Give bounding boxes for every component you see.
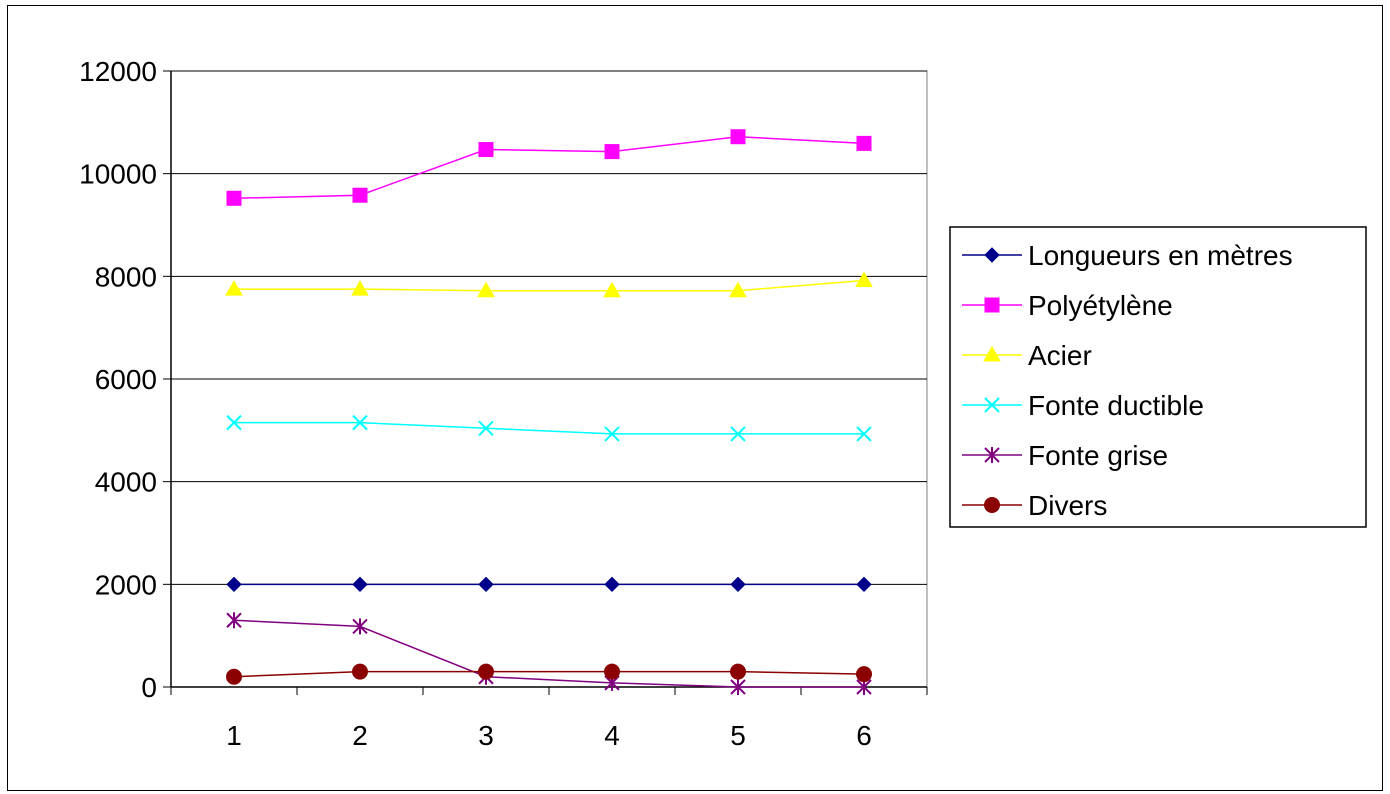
series-longueurs-en-metres — [226, 576, 872, 593]
data-point — [478, 576, 494, 593]
data-point — [604, 663, 620, 680]
legend-marker — [984, 247, 1000, 263]
y-tick-label: 8000 — [95, 261, 157, 292]
legend-label: Longueurs en mètres — [1028, 240, 1293, 271]
marker-stroke — [226, 414, 242, 431]
x-tick-label: 6 — [856, 720, 872, 751]
series-line — [234, 279, 865, 292]
marker-stroke — [984, 397, 1000, 413]
data-point — [352, 618, 368, 635]
data-point — [352, 187, 368, 203]
data-point — [604, 576, 620, 593]
data-point — [604, 426, 620, 442]
series-divers — [226, 663, 872, 685]
y-tick-label: 6000 — [95, 364, 157, 395]
x-tick-label: 2 — [352, 720, 368, 751]
legend-item: Divers — [962, 490, 1107, 521]
legend-marker — [984, 297, 1000, 313]
legend-item: Fonte ductible — [962, 390, 1204, 421]
series-line — [234, 421, 864, 435]
legend-marker — [984, 397, 1000, 413]
marker-stroke — [730, 426, 746, 442]
legend-label: Fonte ductible — [1028, 390, 1204, 421]
legend-label: Polyétylène — [1028, 290, 1173, 321]
legend-label: Divers — [1028, 490, 1107, 521]
data-point — [856, 426, 872, 442]
y-tick-label: 12000 — [79, 56, 157, 87]
marker-stroke — [604, 426, 620, 442]
legend-label: Fonte grise — [1028, 440, 1168, 471]
data-point — [856, 576, 872, 593]
legend-marker — [984, 497, 1000, 513]
series-acier — [225, 271, 873, 298]
series-fonte-grise — [226, 612, 872, 695]
data-point — [478, 142, 494, 158]
x-tick-label: 1 — [226, 720, 242, 751]
data-point — [352, 663, 368, 680]
y-tick-label: 4000 — [95, 467, 157, 498]
data-point — [226, 190, 242, 206]
data-point — [477, 281, 495, 298]
data-point — [730, 663, 746, 680]
marker-stroke — [352, 414, 368, 431]
data-point — [478, 663, 494, 680]
data-point — [730, 679, 746, 695]
data-point — [225, 280, 243, 296]
legend: Longueurs en mètres Polyétylène Acier Fonte… — [949, 226, 1367, 528]
legend-item: Fonte grise — [962, 440, 1168, 471]
y-tick-label: 2000 — [95, 569, 157, 600]
legend-box — [949, 226, 1367, 528]
data-point — [352, 576, 368, 593]
series-line — [233, 670, 865, 678]
series-fonte-ductible — [226, 414, 872, 442]
legend-label: Acier — [1028, 340, 1092, 371]
legend-item: Polyétylène — [962, 290, 1173, 321]
data-point — [729, 281, 747, 298]
legend-marker — [984, 447, 1000, 463]
data-point — [351, 280, 369, 296]
data-point — [226, 612, 242, 629]
series-polyetylene — [226, 129, 872, 206]
legend-item: Longueurs en mètres — [962, 240, 1293, 271]
data-point — [226, 414, 242, 431]
data-point — [604, 144, 620, 160]
data-point — [478, 420, 494, 436]
data-point — [226, 668, 242, 685]
data-point — [730, 129, 746, 145]
data-point — [855, 271, 873, 287]
marker-stroke — [856, 426, 872, 442]
legend-item: Acier — [962, 340, 1092, 371]
y-tick-label: 0 — [141, 672, 157, 703]
legend-marker — [983, 345, 1001, 362]
x-tick-label: 4 — [604, 720, 620, 751]
data-point — [603, 281, 621, 298]
data-point — [226, 576, 242, 593]
data-point — [352, 414, 368, 431]
data-point — [856, 666, 872, 683]
data-point — [856, 135, 872, 151]
marker-stroke — [478, 420, 494, 436]
data-point — [730, 576, 746, 593]
series-line — [233, 135, 865, 200]
data-point — [730, 426, 746, 442]
x-tick-label: 3 — [478, 720, 494, 751]
series-line — [233, 619, 864, 688]
x-tick-label: 5 — [730, 720, 746, 751]
y-tick-label: 10000 — [79, 159, 157, 190]
